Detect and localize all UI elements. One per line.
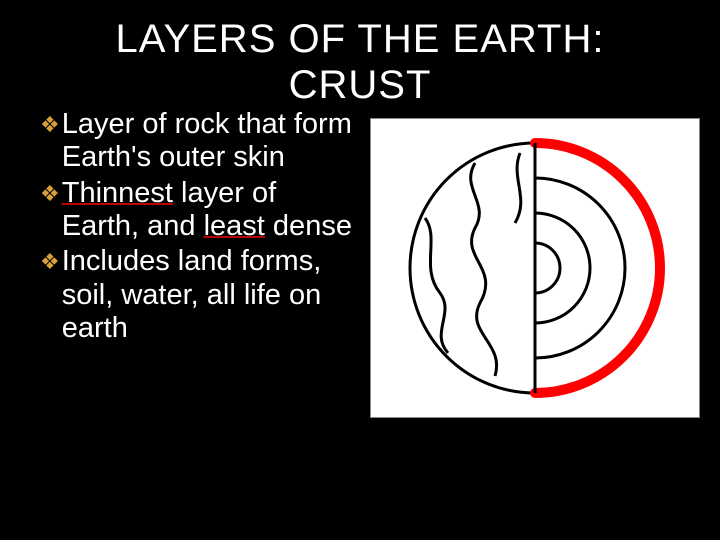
title-line-1: LAYERS OF THE EARTH: <box>115 17 604 61</box>
diamond-bullet-icon: ❖ <box>40 177 60 211</box>
diagram-column <box>360 98 700 418</box>
bullet-list: ❖ Layer of rock that form Earth's outer … <box>40 98 360 418</box>
bullet-text: Thinnest layer of Earth, and least dense <box>62 177 360 244</box>
slide-title: LAYERS OF THE EARTH: CRUST <box>0 0 720 108</box>
bullet-text: Includes land forms, soil, water, all li… <box>62 245 360 345</box>
content-area: ❖ Layer of rock that form Earth's outer … <box>0 98 720 418</box>
underlined-word: least <box>204 210 265 242</box>
bullet-text: Layer of rock that form Earth's outer sk… <box>62 108 360 175</box>
bullet-item: ❖ Thinnest layer of Earth, and least den… <box>40 177 360 244</box>
diamond-bullet-icon: ❖ <box>40 245 60 279</box>
bullet-item: ❖ Includes land forms, soil, water, all … <box>40 245 360 345</box>
underlined-word: Thinnest <box>62 177 173 209</box>
earth-cross-section-icon <box>380 128 690 408</box>
bullet-item: ❖ Layer of rock that form Earth's outer … <box>40 108 360 175</box>
diamond-bullet-icon: ❖ <box>40 108 60 142</box>
earth-layers-diagram <box>370 118 700 418</box>
